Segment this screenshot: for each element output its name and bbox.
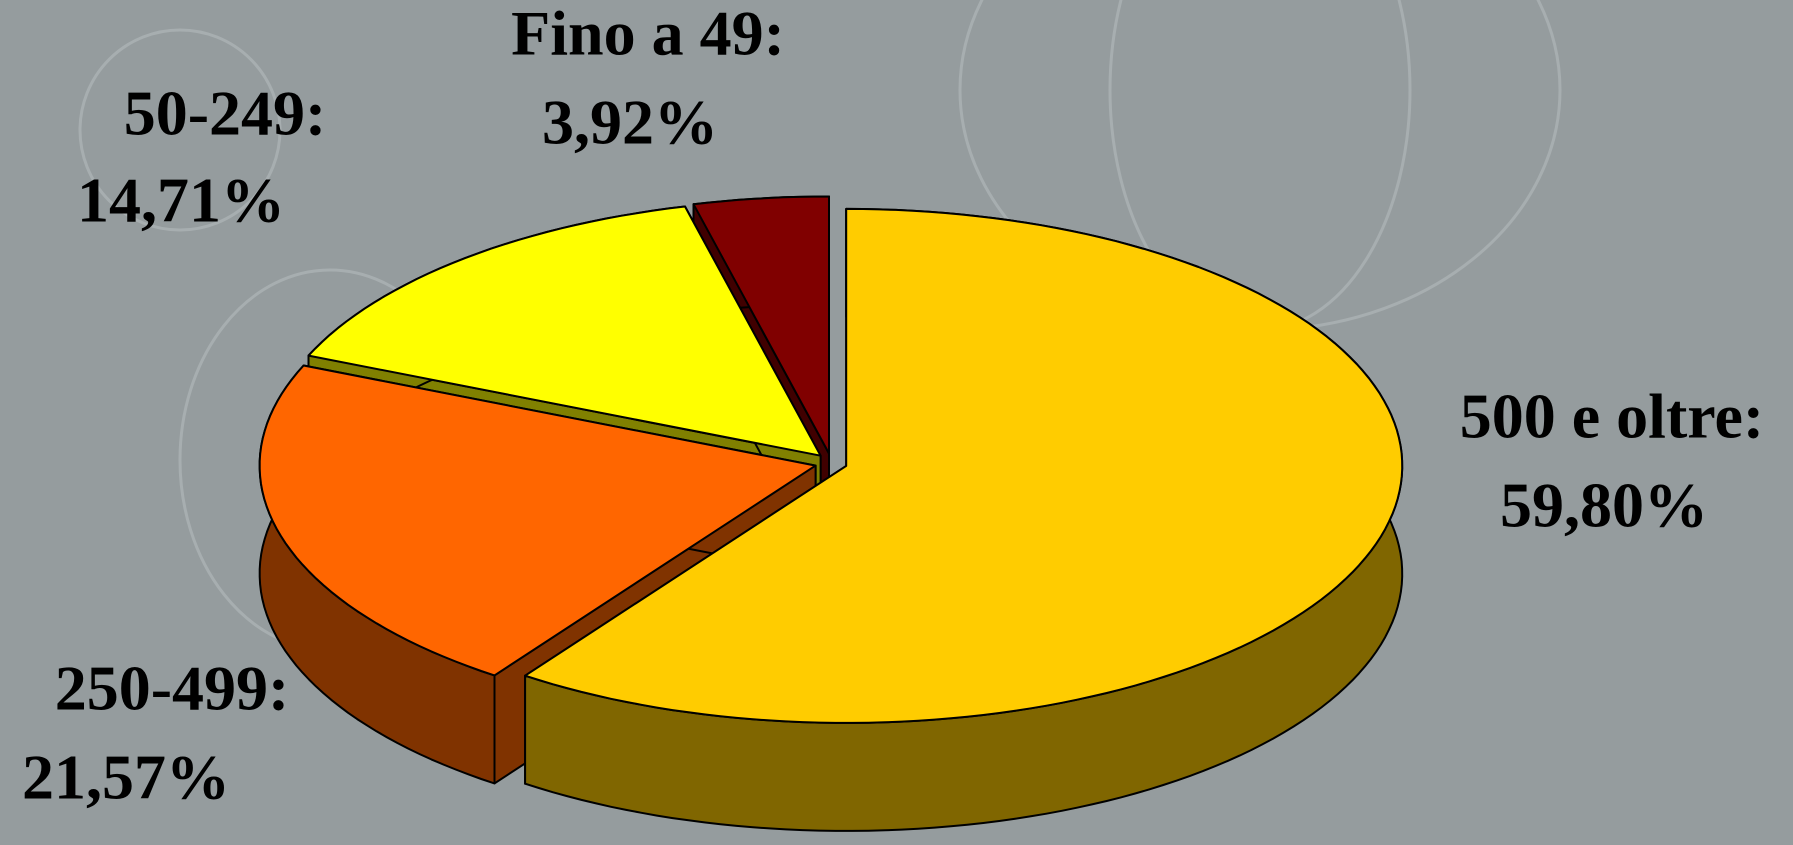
pie-slice [524,207,1404,724]
value-label: 59,80% [1500,470,1708,541]
slice [524,207,1404,832]
slice-label: 50-249: [124,78,327,149]
pie-slice [258,364,817,677]
slice-label: 500 e oltre: [1460,381,1764,452]
value-label: 21,57% [22,742,230,813]
value-label: 3,92% [542,87,718,158]
value-label: 14,71% [77,165,285,236]
pie-slice [307,205,822,457]
slice-label: 250-499: [55,653,290,724]
pie-slice [692,195,830,455]
slice-label: Fino a 49: [511,0,785,69]
